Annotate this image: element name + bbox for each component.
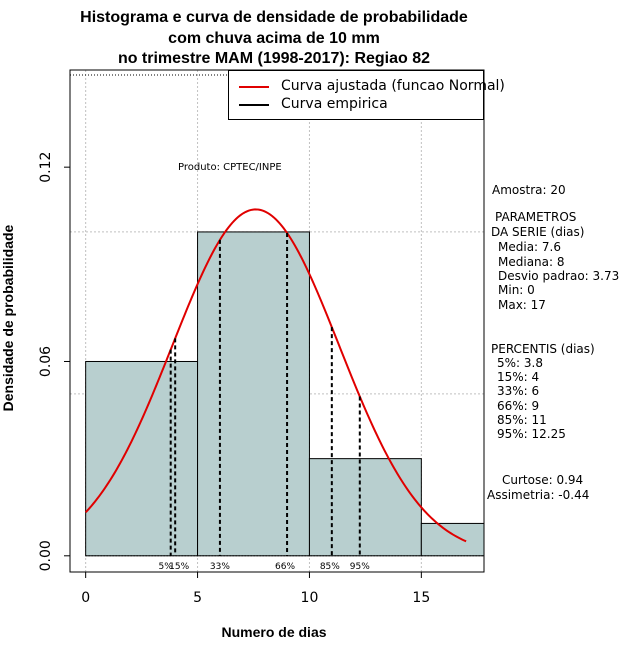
percentile-label: 15% bbox=[169, 562, 189, 572]
stat-p66: 66%: 9 bbox=[497, 399, 540, 413]
stat-desvio: Desvio padrao: 3.73 bbox=[498, 269, 620, 283]
stat-p95: 95%: 12.25 bbox=[497, 427, 566, 441]
x-tick-label: 5 bbox=[193, 590, 202, 606]
stat-media: Media: 7.6 bbox=[498, 240, 561, 254]
stat-amostra: Amostra: 20 bbox=[492, 183, 566, 197]
chart-title-line-3: no trimestre MAM (1998-2017): Regiao 82 bbox=[117, 50, 431, 67]
stat-curtose: Curtose: 0.94 bbox=[502, 473, 584, 487]
y-tick-label: 0.12 bbox=[38, 152, 54, 183]
stat-assimetria: Assimetria: -0.44 bbox=[487, 488, 590, 502]
stat-param-title-1: PARAMETROS bbox=[495, 210, 577, 224]
legend-swatch-fitted bbox=[239, 86, 269, 88]
histogram-bar bbox=[420, 522, 484, 557]
legend-label-empirical: Curva empirica bbox=[281, 96, 388, 112]
y-tick-label: 0.06 bbox=[38, 346, 54, 377]
stat-p85: 85%: 11 bbox=[497, 413, 547, 427]
fitted-normal-curve bbox=[84, 208, 467, 543]
legend: Curva ajustada (funcao Normal) Curva emp… bbox=[228, 70, 505, 120]
x-axis-label: Numero de dias bbox=[221, 624, 327, 640]
y-axis-label: Densidade de probabilidade bbox=[0, 224, 16, 412]
percentile-label: 85% bbox=[320, 562, 340, 572]
stat-mediana: Mediana: 8 bbox=[498, 255, 565, 269]
histogram-bar bbox=[197, 231, 310, 557]
stat-p5: 5%: 3.8 bbox=[497, 356, 543, 370]
stat-p33: 33%: 6 bbox=[497, 384, 540, 398]
stat-p15: 15%: 4 bbox=[497, 370, 540, 384]
produto-label: Produto: CPTEC/INPE bbox=[178, 162, 282, 173]
percentile-label: 33% bbox=[210, 562, 230, 572]
histogram-bar bbox=[85, 360, 199, 557]
histogram-bar bbox=[308, 458, 422, 557]
legend-label-fitted: Curva ajustada (funcao Normal) bbox=[281, 78, 505, 94]
stat-max: Max: 17 bbox=[498, 298, 546, 312]
x-tick-label: 15 bbox=[412, 590, 430, 606]
stat-param-title-2: DA SERIE (dias) bbox=[491, 225, 585, 239]
legend-swatch-empirical bbox=[239, 104, 269, 106]
chart-title-line-1: Histograma e curva de densidade de proba… bbox=[80, 9, 468, 26]
y-tick-label: 0.00 bbox=[38, 540, 54, 571]
x-tick-label: 10 bbox=[301, 590, 319, 606]
x-tick-label: 0 bbox=[81, 590, 90, 606]
chart-title-line-2: com chuva acima de 10 mm bbox=[168, 30, 380, 47]
percentile-label: 95% bbox=[350, 562, 370, 572]
stat-min: Min: 0 bbox=[498, 283, 535, 297]
percentile-label: 5% bbox=[159, 562, 174, 572]
percentile-label: 66% bbox=[275, 562, 295, 572]
stat-percentis-title: PERCENTIS (dias) bbox=[491, 342, 595, 356]
